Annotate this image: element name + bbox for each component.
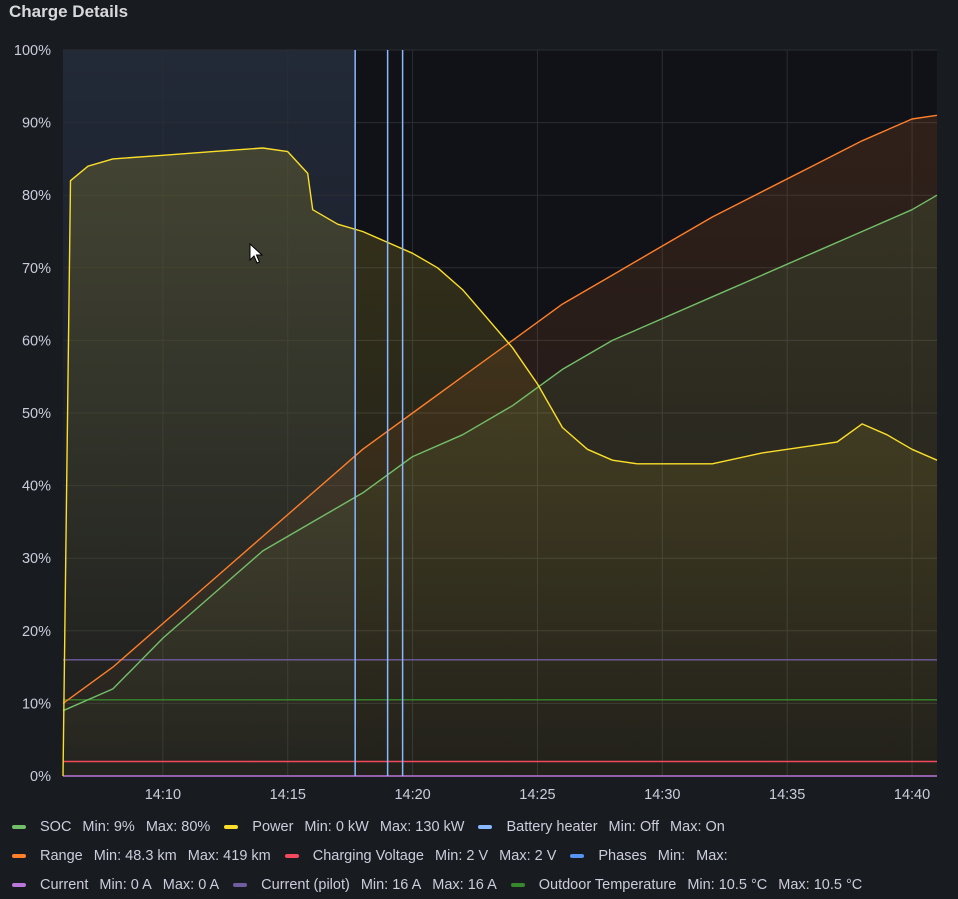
y-tick-label: 90% <box>22 116 51 132</box>
legend-swatch <box>224 824 239 829</box>
legend-swatch <box>284 853 299 858</box>
y-tick-label: 30% <box>22 551 51 567</box>
legend-series-name: Charging Voltage <box>312 847 424 864</box>
legend-series-name: Power <box>252 818 294 835</box>
legend-max: Max: 10.5 °C <box>778 876 863 893</box>
panel-title: Charge Details <box>9 2 129 21</box>
x-tick-label: 14:20 <box>394 787 430 803</box>
legend-row: Current Min: 0 A Max: 0 A Current (pilot) Mi… <box>12 870 952 899</box>
legend-item-range[interactable]: Range Min: 48.3 km Max: 419 km <box>12 848 271 864</box>
legend-min: Min: 0 A <box>99 876 152 893</box>
legend-swatch <box>233 882 248 887</box>
series-line-range <box>62 114 938 704</box>
legend-max: Max: 2 V <box>499 847 557 864</box>
y-tick-label: 100% <box>14 43 51 59</box>
legend-series-name: Outdoor Temperature <box>538 876 677 893</box>
series-area-soc <box>63 195 937 776</box>
legend-min: Min: 16 A <box>360 876 422 893</box>
series-line-power <box>62 147 938 777</box>
charge-chart[interactable]: 0% 10% 20% 30% 40% 50% 60% 70% 80% 90% 100% 14:10 14… <box>0 0 958 810</box>
legend-row: SOC Min: 9% Max: 80% Power Min: 0 kW Max: 130… <box>12 812 952 841</box>
y-tick-label: 70% <box>22 261 51 277</box>
x-tick-label: 14:40 <box>894 787 930 803</box>
legend-max: Max: 0 A <box>162 876 220 893</box>
y-tick-label: 60% <box>22 333 51 349</box>
legend-min: Min: 2 V <box>434 847 489 864</box>
legend-min: Min: 9% <box>82 818 135 835</box>
legend-series-name: SOC <box>40 818 72 835</box>
legend-item-power[interactable]: Power Min: 0 kW Max: 130 kW <box>224 819 464 835</box>
legend-item-soc[interactable]: SOC Min: 9% Max: 80% <box>12 819 210 835</box>
legend-min: Min: <box>657 847 686 864</box>
legend-max: Max: <box>696 847 728 864</box>
y-tick-label: 10% <box>22 696 51 712</box>
legend-min: Min: 48.3 km <box>93 847 177 864</box>
x-tick-label: 14:10 <box>145 787 181 803</box>
legend-series-name: Range <box>40 847 83 864</box>
mouse-cursor-icon <box>249 243 263 264</box>
legend-min: Min: Off <box>608 818 660 835</box>
legend-max: Max: On <box>670 818 725 835</box>
series-line-soc <box>62 194 938 712</box>
y-tick-label: 20% <box>22 624 51 640</box>
legend-min: Min: 0 kW <box>304 818 369 835</box>
y-tick-label: 80% <box>22 188 51 204</box>
legend-series-name: Current (pilot) <box>261 876 350 893</box>
legend-min: Min: 10.5 °C <box>687 876 768 893</box>
legend-max: Max: 80% <box>145 818 211 835</box>
x-tick-label: 14:15 <box>270 787 306 803</box>
legend-item-battery-heater[interactable]: Battery heater Min: Off Max: On <box>478 818 725 835</box>
legend-max: Max: 419 km <box>187 847 271 864</box>
legend-swatch <box>478 824 493 829</box>
legend-series-name: Current <box>40 876 89 893</box>
y-tick-label: 50% <box>22 406 51 422</box>
legend-item-charging-voltage[interactable]: Charging Voltage Min: 2 V Max: 2 V <box>284 847 557 864</box>
legend-max: Max: 16 A <box>432 876 497 893</box>
legend-swatch <box>12 853 26 858</box>
chart-legend: SOC Min: 9% Max: 80% Power Min: 0 kW Max: 130… <box>12 812 952 899</box>
legend-series-name: Battery heater <box>506 818 598 835</box>
x-tick-label: 14:35 <box>769 787 805 803</box>
legend-item-phases[interactable]: Phases Min: Max: <box>570 847 728 864</box>
legend-item-current[interactable]: Current Min: 0 A Max: 0 A <box>12 877 219 893</box>
legend-swatch <box>510 882 525 887</box>
legend-swatch <box>12 824 26 829</box>
x-tick-label: 14:30 <box>644 787 680 803</box>
y-tick-label: 40% <box>22 479 51 495</box>
y-tick-label: 0% <box>30 769 51 785</box>
legend-row: Range Min: 48.3 km Max: 419 km Charging Vol… <box>12 841 952 870</box>
legend-item-outdoor-temperature[interactable]: Outdoor Temperature Min: 10.5 °C Max: 10.5… <box>510 876 863 893</box>
legend-max: Max: 130 kW <box>379 818 465 835</box>
legend-swatch <box>12 882 26 887</box>
legend-series-name: Phases <box>598 847 647 864</box>
x-tick-label: 14:25 <box>519 787 555 803</box>
legend-item-current-pilot[interactable]: Current (pilot) Min: 16 A Max: 16 A <box>233 877 497 893</box>
legend-swatch <box>570 853 585 858</box>
